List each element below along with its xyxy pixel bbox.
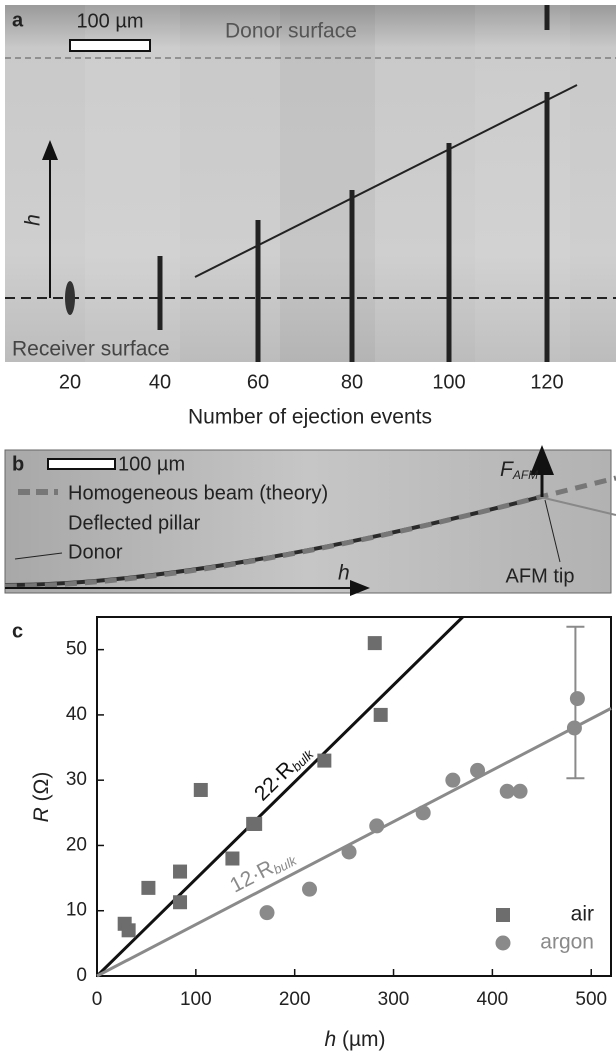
legend-marker <box>495 935 511 951</box>
plot-frame <box>96 616 612 977</box>
x-axis-title: h (µm) <box>324 1028 385 1051</box>
data-point <box>512 783 528 799</box>
x-tick-label: 0 <box>92 989 103 1010</box>
y-tick-label: 0 <box>76 965 87 986</box>
data-point <box>193 782 208 797</box>
data-point <box>470 762 486 778</box>
x-tick-label: 20 <box>59 371 81 393</box>
x-axis-title: Number of ejection events <box>188 406 432 429</box>
pillar-label: Deflected pillar <box>68 512 201 534</box>
fit-line <box>95 615 464 978</box>
micrograph-a <box>5 5 616 362</box>
x-tick-label: 100 <box>180 989 212 1010</box>
x-tick-label: 120 <box>530 371 563 393</box>
x-tick-label: 40 <box>149 371 171 393</box>
data-point <box>341 844 357 860</box>
x-tick-label: 500 <box>575 989 607 1010</box>
force-subscript: AFM <box>512 468 538 482</box>
x-tick-label: 400 <box>477 989 509 1010</box>
receiver-label: Receiver surface <box>12 338 170 361</box>
data-point <box>173 864 188 879</box>
h-label: h <box>22 214 45 226</box>
data-point <box>302 881 318 897</box>
data-point <box>317 753 332 768</box>
data-point <box>248 816 263 831</box>
y-axis-symbol: R <box>30 807 53 822</box>
fit-label: 22·Rbulk <box>250 739 318 806</box>
y-tick-label: 20 <box>66 834 87 855</box>
x-tick-label: 100 <box>432 371 465 393</box>
y-tick-label: 40 <box>66 704 87 725</box>
x-tick-label: 60 <box>247 371 269 393</box>
y-tick-label: 10 <box>66 900 87 921</box>
data-point <box>415 805 431 821</box>
data-point <box>499 783 515 799</box>
micrograph-b <box>4 445 616 596</box>
legend-label: argon <box>540 931 594 954</box>
force-symbol: F <box>500 458 514 481</box>
y-axis-unit: (Ω) <box>30 772 53 802</box>
x-axis-unit: (µm) <box>342 1028 386 1051</box>
scale-bar-label: 100 µm <box>118 453 185 475</box>
data-point <box>259 905 275 921</box>
x-axis-symbol: h <box>324 1028 336 1051</box>
data-point <box>569 691 585 707</box>
x-tick-label: 80 <box>341 371 363 393</box>
legend-label: air <box>571 903 594 926</box>
fit-line <box>96 707 612 978</box>
data-point <box>566 720 582 736</box>
h-label: h <box>338 562 350 585</box>
scale-bar-label: 100 µm <box>76 10 143 32</box>
tip-label: AFM tip <box>506 565 575 587</box>
force-label: FAFM <box>500 458 538 483</box>
x-tick-label: 200 <box>279 989 311 1010</box>
data-point <box>369 818 385 834</box>
legend-text: Homogeneous beam (theory) <box>68 482 328 504</box>
data-point <box>367 636 382 651</box>
data-point <box>225 851 240 866</box>
tick-labels: 20 40 60 80 100 120 <box>59 371 564 393</box>
panel-label: c <box>12 620 23 642</box>
y-tick-label: 30 <box>66 769 87 790</box>
data-point <box>445 772 461 788</box>
data-point <box>173 895 188 910</box>
plot: 0 100 200 300 400 500 0 10 20 30 40 50 h (µm) R (Ω) 22… <box>30 615 612 1051</box>
legend-marker <box>496 908 510 922</box>
donor-label: Donor <box>68 541 123 563</box>
y-tick-label: 50 <box>66 639 87 660</box>
x-tick-label: 300 <box>378 989 410 1010</box>
data-point <box>121 923 136 938</box>
y-axis-title: R (Ω) <box>30 772 53 823</box>
panel-label: b <box>12 453 24 475</box>
panel-label: a <box>12 9 24 31</box>
donor-label: Donor surface <box>225 20 357 43</box>
data-point <box>141 880 156 895</box>
data-point <box>373 707 388 722</box>
